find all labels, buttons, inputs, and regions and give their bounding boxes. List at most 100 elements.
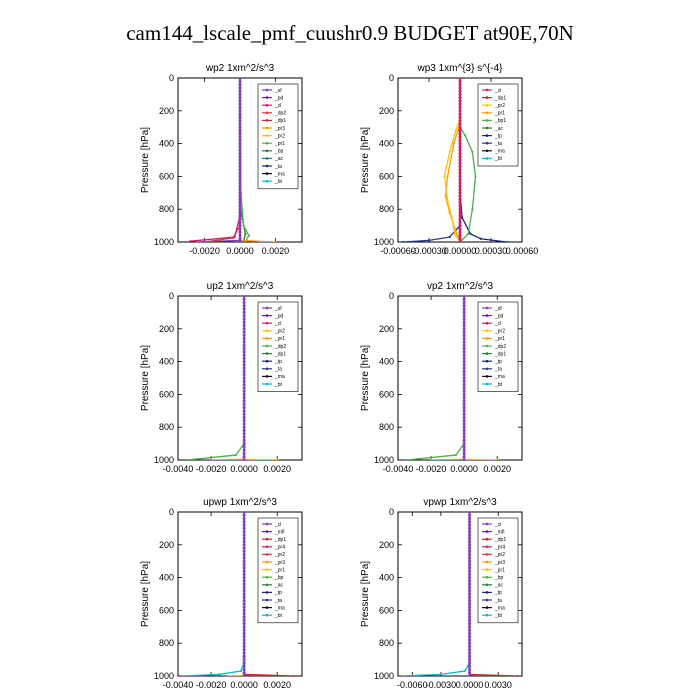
zero-line-marker xyxy=(462,435,466,439)
zero-line-marker xyxy=(458,210,462,215)
legend-label: _pd xyxy=(274,95,284,101)
zero-line-marker xyxy=(458,201,462,205)
legend-marker xyxy=(265,375,269,378)
legend-marker xyxy=(485,111,489,115)
zero-line-marker xyxy=(467,631,472,635)
legend-label: _dp1 xyxy=(274,351,286,357)
zero-line-marker xyxy=(242,615,246,619)
zero-line-marker xyxy=(458,92,462,96)
x-tick-label: -0.00030 xyxy=(411,246,447,256)
zero-line-marker xyxy=(242,533,246,537)
legend-label: _tp xyxy=(274,590,282,596)
legend: _sf_pd _cl _pr2_pr1 _dp2_dp1 _tp _ta_ma _bt xyxy=(257,301,299,392)
series-point xyxy=(429,458,433,460)
zero-line-marker xyxy=(462,340,466,344)
zero-line-marker xyxy=(462,455,466,459)
zero-line-marker xyxy=(238,230,242,234)
zero-line-marker xyxy=(458,79,462,83)
zero-line-marker xyxy=(467,641,472,645)
zero-line-marker xyxy=(242,402,246,406)
zero-line-marker xyxy=(458,89,462,93)
zero-line-marker xyxy=(462,396,466,400)
legend-label: _cl xyxy=(274,321,281,327)
zero-line-marker xyxy=(467,667,472,672)
zero-line-marker xyxy=(238,210,242,215)
legend-label: _pr1 xyxy=(494,336,505,342)
zero-line-marker xyxy=(238,201,242,205)
series-group xyxy=(185,296,279,460)
x-tick-label: -0.0020 xyxy=(189,246,220,256)
zero-line-marker xyxy=(238,178,242,182)
zero-line-marker xyxy=(242,415,246,419)
series-point xyxy=(274,240,277,242)
zero-line-marker xyxy=(467,625,472,629)
series-group xyxy=(402,78,508,242)
y-tick-label: 800 xyxy=(379,204,394,214)
zero-line-marker xyxy=(462,300,466,305)
y-tick-label: 600 xyxy=(159,171,174,181)
series-point xyxy=(448,235,451,239)
zero-line-marker xyxy=(242,654,246,658)
y-axis-label: Pressure [hPa] xyxy=(360,127,371,193)
series-point xyxy=(209,458,213,460)
zero-line-marker xyxy=(467,539,472,544)
legend-label: _pr3 xyxy=(494,560,505,566)
zero-line-marker xyxy=(467,674,472,676)
legend-label: _bt xyxy=(274,179,283,185)
series-group xyxy=(180,512,295,676)
zero-line-marker xyxy=(458,237,462,241)
zero-line-marker xyxy=(467,582,472,586)
x-tick-label: -0.0030 xyxy=(426,680,457,690)
legend-marker xyxy=(265,126,269,130)
zero-line-marker xyxy=(458,224,462,228)
legend-marker xyxy=(265,537,269,541)
zero-line-marker xyxy=(242,608,246,612)
legend-label: _ma xyxy=(274,605,285,611)
legend-label: _pr3 xyxy=(274,126,285,132)
panel-wp3: wp3 1xm^{3} s^{-4}02004006008001000-0.00… xyxy=(360,63,538,256)
series-point xyxy=(402,240,405,242)
zero-line-marker xyxy=(462,323,466,328)
legend-marker xyxy=(485,337,489,340)
panel-upwp: upwp 1xm^2/s^3 0 200 400 600 800 1000-0.0040 -0… xyxy=(140,497,303,690)
series-line-cl xyxy=(190,78,241,242)
legend-label: _cl xyxy=(494,321,501,327)
zero-line-marker xyxy=(242,317,246,321)
zero-line-marker xyxy=(467,638,472,642)
zero-line-marker xyxy=(238,237,242,241)
zero-line-marker xyxy=(462,304,466,308)
zero-line-marker xyxy=(467,556,472,560)
zero-line-marker xyxy=(458,214,462,218)
x-tick-label: 0.00000 xyxy=(444,246,477,256)
zero-line-marker xyxy=(467,621,472,626)
legend-marker xyxy=(265,103,269,107)
zero-line-marker xyxy=(238,181,242,185)
plot-frame xyxy=(397,295,523,461)
zero-line-marker xyxy=(458,233,462,238)
zero-line-marker xyxy=(242,598,246,603)
series-line-dp2 xyxy=(204,78,241,242)
legend-label: _ta xyxy=(274,164,282,170)
zero-line-marker xyxy=(458,142,462,146)
zero-line-marker xyxy=(238,99,242,103)
zero-line-marker xyxy=(242,307,246,311)
legend-marker xyxy=(265,522,269,526)
zero-line-marker xyxy=(467,635,472,639)
zero-line-marker xyxy=(458,132,462,136)
zero-line-marker xyxy=(238,197,242,201)
series-point xyxy=(242,224,245,227)
legend-marker xyxy=(485,367,489,371)
zero-line-marker xyxy=(462,320,466,324)
zero-line-marker xyxy=(238,96,242,100)
x-tick-label: -0.0040 xyxy=(163,464,194,474)
zero-line-marker xyxy=(238,102,242,106)
x-tick-label: 0.0020 xyxy=(263,464,291,474)
zero-line-marker xyxy=(242,409,246,413)
zero-line-marker xyxy=(238,112,242,116)
legend-label: _pr2 xyxy=(494,552,505,558)
legend-label: _bp xyxy=(494,575,504,581)
legend-label: _bp xyxy=(274,149,284,155)
zero-line-marker xyxy=(242,428,246,433)
zero-line-marker xyxy=(242,559,246,563)
zero-line-marker xyxy=(242,425,246,429)
